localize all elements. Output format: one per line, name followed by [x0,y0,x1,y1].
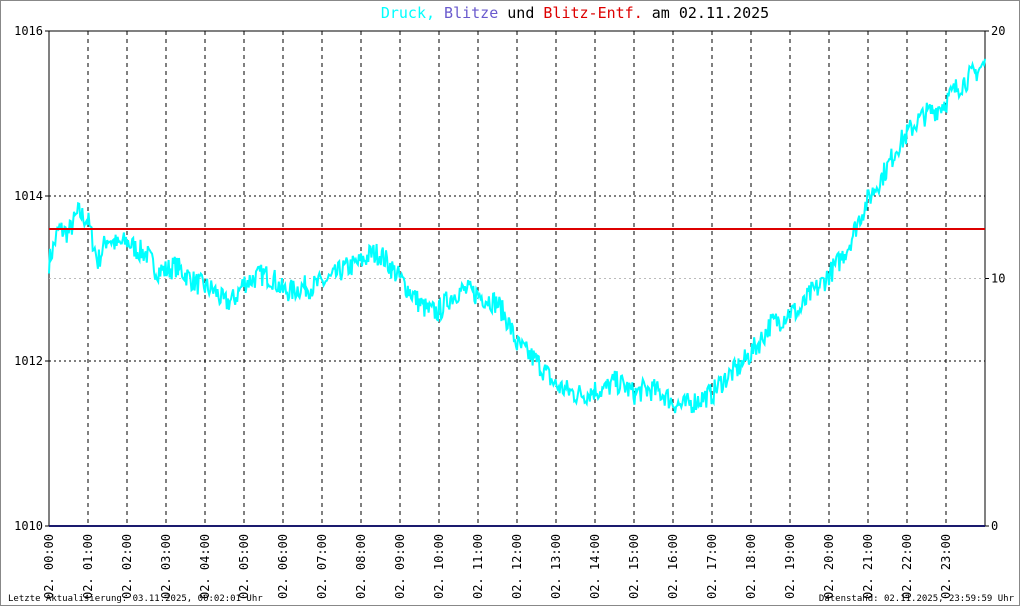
x-tick-label: 02. 00:00 [42,534,56,599]
x-tick-label: 02. 14:00 [588,534,602,599]
x-axis-ticks: 02. 00:00 02. 01:00 02. 02:00 02. 03:00 02. … [42,534,953,599]
x-tick-label: 02. 20:00 [822,534,836,599]
x-tick-label: 02. 02:00 [120,534,134,599]
title-und: und [507,4,534,22]
x-tick-label: 02. 16:00 [666,534,680,599]
left-tick-label: 1016 [14,24,43,38]
x-tick-label: 02. 15:00 [627,534,641,599]
x-tick-label: 02. 10:00 [432,534,446,599]
x-tick-label: 02. 21:00 [861,534,875,599]
footer-data-status: Datenstand: 02.11.2025, 23:59:59 Uhr [819,594,1015,604]
title-blitze: Blitze [444,4,498,22]
x-tick-label: 02. 13:00 [549,534,563,599]
left-tick-label: 1012 [14,354,43,368]
x-tick-label: 02. 08:00 [354,534,368,599]
footer-last-update: Letzte Aktualisierung: 03.11.2025, 00:02… [8,594,263,604]
right-tick-label: 10 [991,272,1005,286]
x-tick-label: 02. 01:00 [81,534,95,599]
title-date: am 02.11.2025 [652,4,769,22]
left-tick-label: 1014 [14,189,43,203]
x-tick-label: 02. 22:00 [900,534,914,599]
x-tick-label: 02. 12:00 [510,534,524,599]
x-tick-label: 02. 05:00 [237,534,251,599]
x-tick-label: 02. 17:00 [705,534,719,599]
x-tick-label: 02. 07:00 [315,534,329,599]
vertical-gridlines [87,31,947,526]
x-tick-label: 02. 04:00 [198,534,212,599]
x-tick-label: 02. 19:00 [783,534,797,599]
left-tick-label: 1010 [14,519,43,533]
x-tick-label: 02. 18:00 [744,534,758,599]
x-tick-label: 02. 11:00 [471,534,485,599]
x-tick-label: 02. 06:00 [276,534,290,599]
x-tick-label: 02. 23:00 [939,534,953,599]
series-group [48,58,986,527]
x-tick-label: 02. 09:00 [393,534,407,599]
series-druck-line [48,58,986,414]
x-tick-label: 02. 03:00 [159,534,173,599]
right-axis-ticks: 0 10 20 [985,24,1005,533]
title-druck: Druck, [381,4,435,22]
left-axis-ticks: 1010 1012 1014 1016 [14,24,49,533]
right-tick-label: 20 [991,24,1005,38]
right-tick-label: 0 [991,519,998,533]
chart-title: Druck, Blitze und Blitz-Entf. am 02.11.2… [381,4,769,22]
title-blitz-entf: Blitz-Entf. [543,4,642,22]
